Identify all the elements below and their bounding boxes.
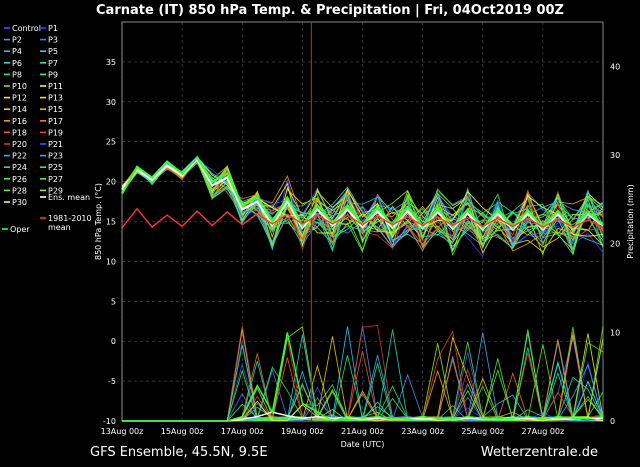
legend-label-p26: P26 xyxy=(12,175,27,184)
y2tick-label: 20 xyxy=(610,240,620,249)
y2tick-label: 30 xyxy=(610,151,620,160)
temp-line-p30 xyxy=(121,156,604,239)
ytick-label: 15 xyxy=(106,218,116,227)
y-axis-label: 850 hPa Temp. (°C) xyxy=(94,183,103,260)
legend-label-p10: P10 xyxy=(12,82,27,91)
legend-label-p6: P6 xyxy=(12,59,22,68)
xtick-label: 27Aug 00z xyxy=(522,427,565,436)
ytick-label: -5 xyxy=(108,377,116,386)
legend-label-p1: P1 xyxy=(48,24,58,33)
legend-label-p2: P2 xyxy=(12,36,22,45)
legend-label-p30: P30 xyxy=(12,198,27,207)
legend-label-p15: P15 xyxy=(48,105,63,114)
xtick-label: 23Aug 00z xyxy=(401,427,444,436)
ytick-label: 5 xyxy=(111,297,116,306)
plot-area: -10 -5 0 5 10 15 20 25 30 35 13Aug 00z 15Aug 00z 17A… xyxy=(94,21,635,449)
y2-axis-label: Precipitation (mm) xyxy=(626,184,635,258)
xtick-label: 17Aug 00z xyxy=(221,427,264,436)
legend-label-p23: P23 xyxy=(48,152,63,161)
legend-label-p16: P16 xyxy=(12,117,27,126)
legend-label-climate-mean: 1981-2010 mean xyxy=(48,214,92,232)
temp-line-p25 xyxy=(121,159,604,251)
legend-label-p11: P11 xyxy=(48,82,63,91)
legend-label-p8: P8 xyxy=(12,70,22,79)
footer-brand: Wetterzentrale.de xyxy=(481,445,598,460)
ytick-label: 25 xyxy=(106,138,116,147)
legend-label-oper: Oper xyxy=(10,225,30,234)
xtick-label: 13Aug 00z xyxy=(101,427,144,436)
legend-label-p22: P22 xyxy=(12,152,27,161)
y2tick-label: 0 xyxy=(610,417,615,426)
ytick-label: 20 xyxy=(106,178,116,187)
legend-label-p7: P7 xyxy=(48,59,58,68)
legend-label-p21: P21 xyxy=(48,140,63,149)
series-precip-oper xyxy=(122,332,604,422)
legend-label-p29: P29 xyxy=(48,186,63,195)
footer-model-info: GFS Ensemble, 45.5N, 9.5E xyxy=(90,445,268,460)
legend-label-p27: P27 xyxy=(48,175,63,184)
temp-line-p29 xyxy=(121,158,604,250)
ytick-label: 30 xyxy=(106,98,116,107)
ytick-label: 35 xyxy=(106,58,116,67)
legend-label-p4: P4 xyxy=(12,47,22,56)
series-ens-mean xyxy=(121,157,604,232)
series-1981-2010-mean xyxy=(121,207,604,229)
legend-label-p13: P13 xyxy=(48,94,63,103)
y2tick-label: 40 xyxy=(610,62,620,71)
xtick-label: 21Aug 00z xyxy=(341,427,384,436)
legend-label-p24: P24 xyxy=(12,163,27,172)
legend-label-p17: P17 xyxy=(48,117,63,126)
legend-label-p3: P3 xyxy=(48,36,58,45)
x-axis-label: Date (UTC) xyxy=(341,440,385,449)
ytick-label: -10 xyxy=(103,417,116,426)
legend-label-ens-mean: Ens. mean xyxy=(48,193,90,202)
xtick-label: 19Aug 00z xyxy=(281,427,324,436)
xtick-label: 15Aug 00z xyxy=(161,427,204,436)
legend-label-p25: P25 xyxy=(48,163,63,172)
legend-label-p20: P20 xyxy=(12,140,27,149)
y2tick-label: 10 xyxy=(610,328,620,337)
legend-label-p18: P18 xyxy=(12,128,27,137)
legend-label-p9: P9 xyxy=(48,70,58,79)
ytick-label: 10 xyxy=(106,257,116,266)
xtick-label: 25Aug 00z xyxy=(461,427,504,436)
ytick-label: 0 xyxy=(111,337,116,346)
legend-label-p14: P14 xyxy=(12,105,27,114)
legend-label-p12: P12 xyxy=(12,94,27,103)
legend-label-p28: P28 xyxy=(12,186,27,195)
legend-label-p19: P19 xyxy=(48,128,63,137)
legend: Control P1 P2 P3 P4 P5 P6 P7 P8 P9 P10 P11 P12 P13 P14… xyxy=(2,24,92,234)
legend-label-control: Control xyxy=(12,24,41,33)
chart-title: Carnate (IT) 850 hPa Temp. & Precipitati… xyxy=(96,3,564,18)
legend-label-p5: P5 xyxy=(48,47,58,56)
